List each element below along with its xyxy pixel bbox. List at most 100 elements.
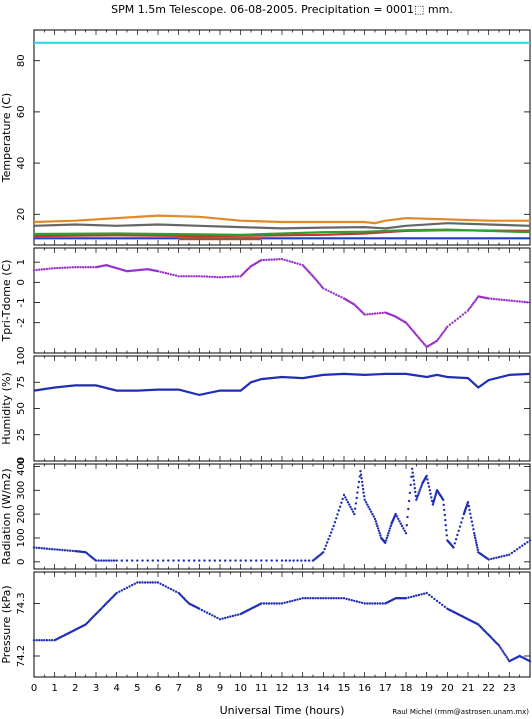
data-point [376, 312, 379, 315]
data-point [428, 593, 431, 597]
data-point [296, 598, 299, 601]
series-line-0 [33, 372, 531, 397]
data-point [356, 491, 359, 494]
data-point [495, 298, 498, 301]
x-tick-label: 21 [462, 683, 475, 694]
x-tick-label: 14 [317, 683, 330, 694]
y-tick-label: 40 [16, 157, 27, 170]
data-point [236, 613, 240, 616]
data-point [293, 261, 297, 265]
data-point [63, 549, 67, 552]
data-point [43, 268, 46, 271]
data-point [394, 512, 397, 516]
data-point [341, 497, 344, 501]
data-point [434, 494, 437, 497]
y-tick-label: 300 [16, 481, 27, 500]
data-point [151, 559, 154, 562]
data-point [425, 591, 428, 595]
data-point [443, 508, 446, 512]
data-point [372, 515, 375, 518]
data-point [304, 597, 307, 600]
data-point [361, 487, 365, 491]
data-point [407, 499, 411, 503]
data-point [187, 275, 191, 278]
data-point [221, 276, 224, 279]
panel-frame [33, 247, 531, 354]
x-tick-label: 13 [296, 683, 309, 694]
y-tick-label: 80 [16, 54, 27, 67]
data-point [172, 273, 175, 277]
data-point [136, 559, 139, 562]
data-point [474, 298, 477, 302]
data-point [35, 268, 38, 272]
data-point [283, 258, 286, 262]
data-point [43, 639, 46, 642]
data-point [332, 292, 335, 295]
data-point [40, 268, 43, 271]
data-point [444, 518, 447, 522]
data-point [397, 517, 400, 521]
x-tick-label: 10 [234, 683, 247, 694]
data-point [211, 614, 214, 617]
data-point [345, 498, 348, 501]
data-point [437, 337, 440, 341]
data-point [368, 602, 371, 605]
data-point [61, 266, 64, 269]
data-point [190, 275, 193, 278]
data-point [335, 517, 338, 520]
data-point [379, 534, 382, 537]
data-point [87, 266, 90, 269]
data-point [162, 583, 165, 587]
data-point [177, 275, 180, 278]
x-tick-label: 6 [155, 683, 161, 694]
data-point [357, 486, 360, 489]
data-point [398, 520, 401, 523]
data-point [500, 298, 503, 301]
data-point [342, 493, 346, 497]
y-axis-label: Humidity (%) [0, 372, 13, 444]
data-point [156, 270, 160, 273]
data-point [226, 275, 229, 279]
data-point [92, 266, 95, 269]
data-point [342, 597, 346, 600]
data-point [167, 272, 170, 275]
data-point [510, 299, 514, 302]
data-point [288, 260, 291, 263]
data-point [518, 546, 521, 549]
data-point [415, 594, 418, 597]
data-point [174, 590, 178, 593]
data-point [304, 559, 307, 562]
data-point [205, 611, 209, 614]
data-point [373, 517, 377, 521]
data-point [213, 615, 216, 618]
x-tick-label: 23 [503, 683, 516, 694]
data-point [50, 548, 54, 551]
data-point [309, 597, 312, 600]
data-point [97, 559, 100, 562]
data-point [338, 505, 342, 508]
data-point [224, 559, 227, 562]
data-point [236, 275, 240, 278]
data-point [234, 614, 237, 617]
data-point [58, 266, 61, 270]
data-point [412, 475, 415, 478]
data-point [216, 276, 219, 279]
data-point [329, 597, 333, 600]
data-point [167, 586, 170, 589]
data-point [487, 297, 490, 300]
data-point [431, 503, 435, 506]
data-point [298, 263, 302, 266]
data-point [371, 512, 374, 516]
data-point [267, 258, 271, 261]
data-point [404, 532, 408, 535]
data-point [291, 260, 294, 264]
data-point [471, 524, 474, 527]
x-tick-label: 7 [175, 683, 181, 694]
y-tick-label: 60 [16, 106, 27, 119]
data-point [133, 582, 136, 585]
data-point [407, 507, 410, 511]
data-point [375, 522, 378, 525]
data-point [71, 549, 75, 553]
